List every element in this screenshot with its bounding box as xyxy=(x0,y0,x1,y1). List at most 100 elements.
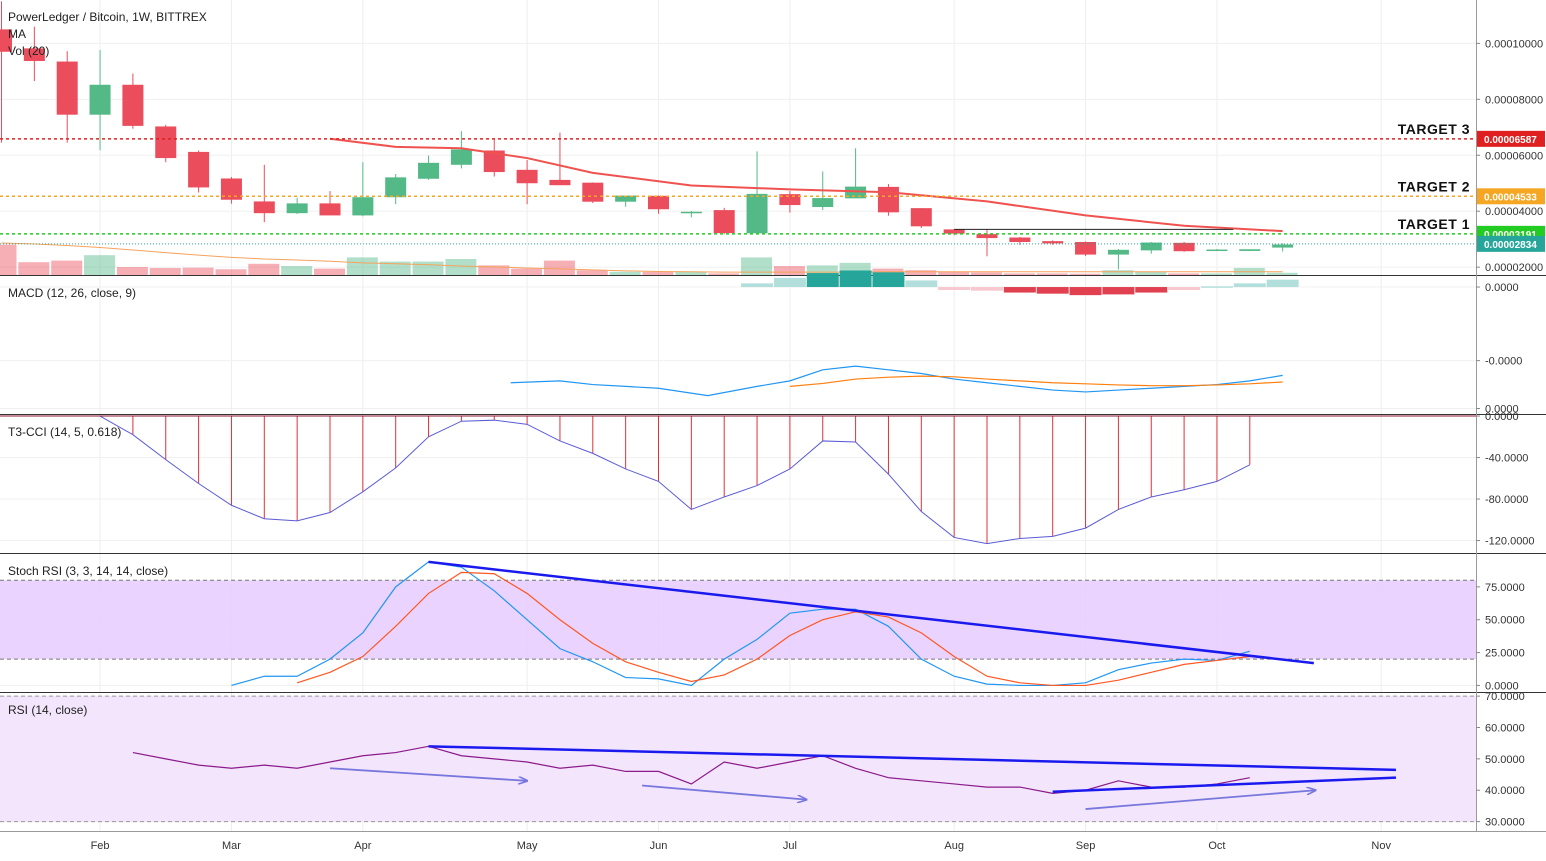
candle-body xyxy=(352,197,374,216)
macd-histogram-bar xyxy=(806,273,839,288)
volume-bar xyxy=(938,271,970,275)
volume-bar xyxy=(116,267,148,275)
macd-histogram-bar xyxy=(938,287,971,290)
y-tick-label: 0.0000 xyxy=(1485,282,1519,294)
volume-bar xyxy=(609,271,641,275)
volume-bar xyxy=(346,257,378,275)
x-tick-label: Nov xyxy=(1371,840,1391,852)
candle-body xyxy=(549,179,571,186)
rsi-trend-line xyxy=(1052,776,1397,794)
stoch-trend-line xyxy=(428,560,1315,665)
volume-bar xyxy=(971,272,1002,275)
candle-body xyxy=(418,162,440,179)
candle-body xyxy=(0,29,12,52)
volume-bar xyxy=(543,260,575,275)
rsi-band xyxy=(0,696,1476,822)
macd-histogram-bar xyxy=(741,283,774,288)
candle-body xyxy=(779,194,801,206)
divergence-arrow xyxy=(641,784,806,800)
time-axis[interactable]: Feb Mar Apr May Jun Jul Aug Sep Oct Nov xyxy=(91,840,1392,852)
macd-legend: MACD (12, 26, close, 9) xyxy=(8,286,136,300)
x-tick-label: Mar xyxy=(222,840,241,852)
candle-body xyxy=(910,208,932,227)
candle-body xyxy=(615,195,637,202)
macd-histogram-bar xyxy=(1036,287,1069,294)
t3cci-legend: T3-CCI (14, 5, 0.618) xyxy=(8,425,121,439)
y-tick-label: -120.0000 xyxy=(1485,536,1535,548)
ma-legend: MA xyxy=(8,27,26,41)
candle-body xyxy=(23,48,45,61)
macd-histogram-bar xyxy=(1200,286,1233,288)
volume-bar xyxy=(708,273,740,275)
price-tag-label: 0.00006587 xyxy=(1484,135,1537,146)
volume-bar xyxy=(773,266,805,275)
stoch-k-line xyxy=(231,561,1250,687)
volume-bar xyxy=(0,244,17,275)
volume-bar xyxy=(51,260,83,275)
volume-bar xyxy=(806,265,838,275)
volume-bar xyxy=(511,268,543,275)
candle-body xyxy=(648,195,669,210)
legend-layer: PowerLedger / Bitcoin, 1W, BITTREX MA Vo… xyxy=(8,10,207,717)
volume-bar xyxy=(182,267,214,275)
rsi-legend: RSI (14, close) xyxy=(8,703,87,717)
volume-bar xyxy=(642,271,674,275)
y-tick-label: 25.0000 xyxy=(1485,648,1525,660)
volume-bar xyxy=(1102,270,1134,275)
macd-signal-line xyxy=(789,375,1283,387)
target-label: TARGET 1 xyxy=(1398,216,1470,232)
volume-bar xyxy=(379,261,411,275)
candle-body xyxy=(1173,242,1195,252)
y-tick-label: 0.00002000 xyxy=(1485,262,1543,274)
macd-line xyxy=(510,365,1283,397)
candle-body xyxy=(253,201,275,214)
y-tick-label: 70.0000 xyxy=(1485,691,1525,703)
macd-histogram-bar xyxy=(1069,287,1102,296)
volume-bar xyxy=(741,257,773,275)
volume-bar xyxy=(1036,273,1068,275)
price-tag xyxy=(1477,130,1545,147)
candle-body xyxy=(450,149,472,165)
y-tick-label: -0.0000 xyxy=(1485,356,1522,368)
target-label: TARGET 3 xyxy=(1398,121,1470,137)
x-tick-label: Jul xyxy=(783,840,797,852)
y-tick-label: -40.0000 xyxy=(1485,453,1528,465)
volume-ma-line xyxy=(1,242,1283,273)
volume-bar xyxy=(1168,273,1200,275)
y-tick-label: 30.0000 xyxy=(1485,817,1525,829)
macd-histogram-bar xyxy=(971,287,1003,291)
candle-body xyxy=(812,198,834,208)
overlay-layer: TARGET 3 TARGET 2 TARGET 1 xyxy=(0,121,1476,810)
volume-bar xyxy=(84,255,116,275)
macd-histogram-bar xyxy=(905,280,938,288)
price-axis[interactable]: 0.00002000 0.00004000 0.00006000 0.00008000… xyxy=(1476,38,1545,829)
volume-bar xyxy=(1003,273,1035,275)
divergence-arrow xyxy=(1085,790,1316,810)
y-tick-label: -80.0000 xyxy=(1485,494,1528,506)
candle-body xyxy=(385,177,407,198)
volume-bar xyxy=(445,259,477,275)
volume-bar xyxy=(1069,273,1101,275)
candle-body xyxy=(483,150,505,173)
x-tick-label: Sep xyxy=(1076,840,1096,852)
price-tag-label: 0.00004533 xyxy=(1484,192,1537,203)
macd-histogram-bar xyxy=(773,277,806,288)
x-tick-label: Oct xyxy=(1208,840,1225,852)
volume-legend: Vol (20) xyxy=(8,44,49,58)
volume-bar xyxy=(1200,273,1232,275)
y-tick-label: 75.0000 xyxy=(1485,582,1525,594)
volume-bar xyxy=(1135,271,1167,275)
y-tick-label: 60.0000 xyxy=(1485,723,1525,735)
volume-bar xyxy=(412,261,444,275)
x-tick-label: May xyxy=(517,840,538,852)
candle-body xyxy=(188,151,210,188)
volume-bar xyxy=(248,263,280,275)
volume-layer xyxy=(0,242,1298,275)
candle-body xyxy=(56,61,78,115)
volume-bar xyxy=(149,267,181,275)
candle-body xyxy=(976,234,998,239)
candle-body xyxy=(1042,241,1064,244)
rsi-trend-line xyxy=(428,745,1397,772)
current-price-label: 0.00002834 xyxy=(1484,240,1537,251)
